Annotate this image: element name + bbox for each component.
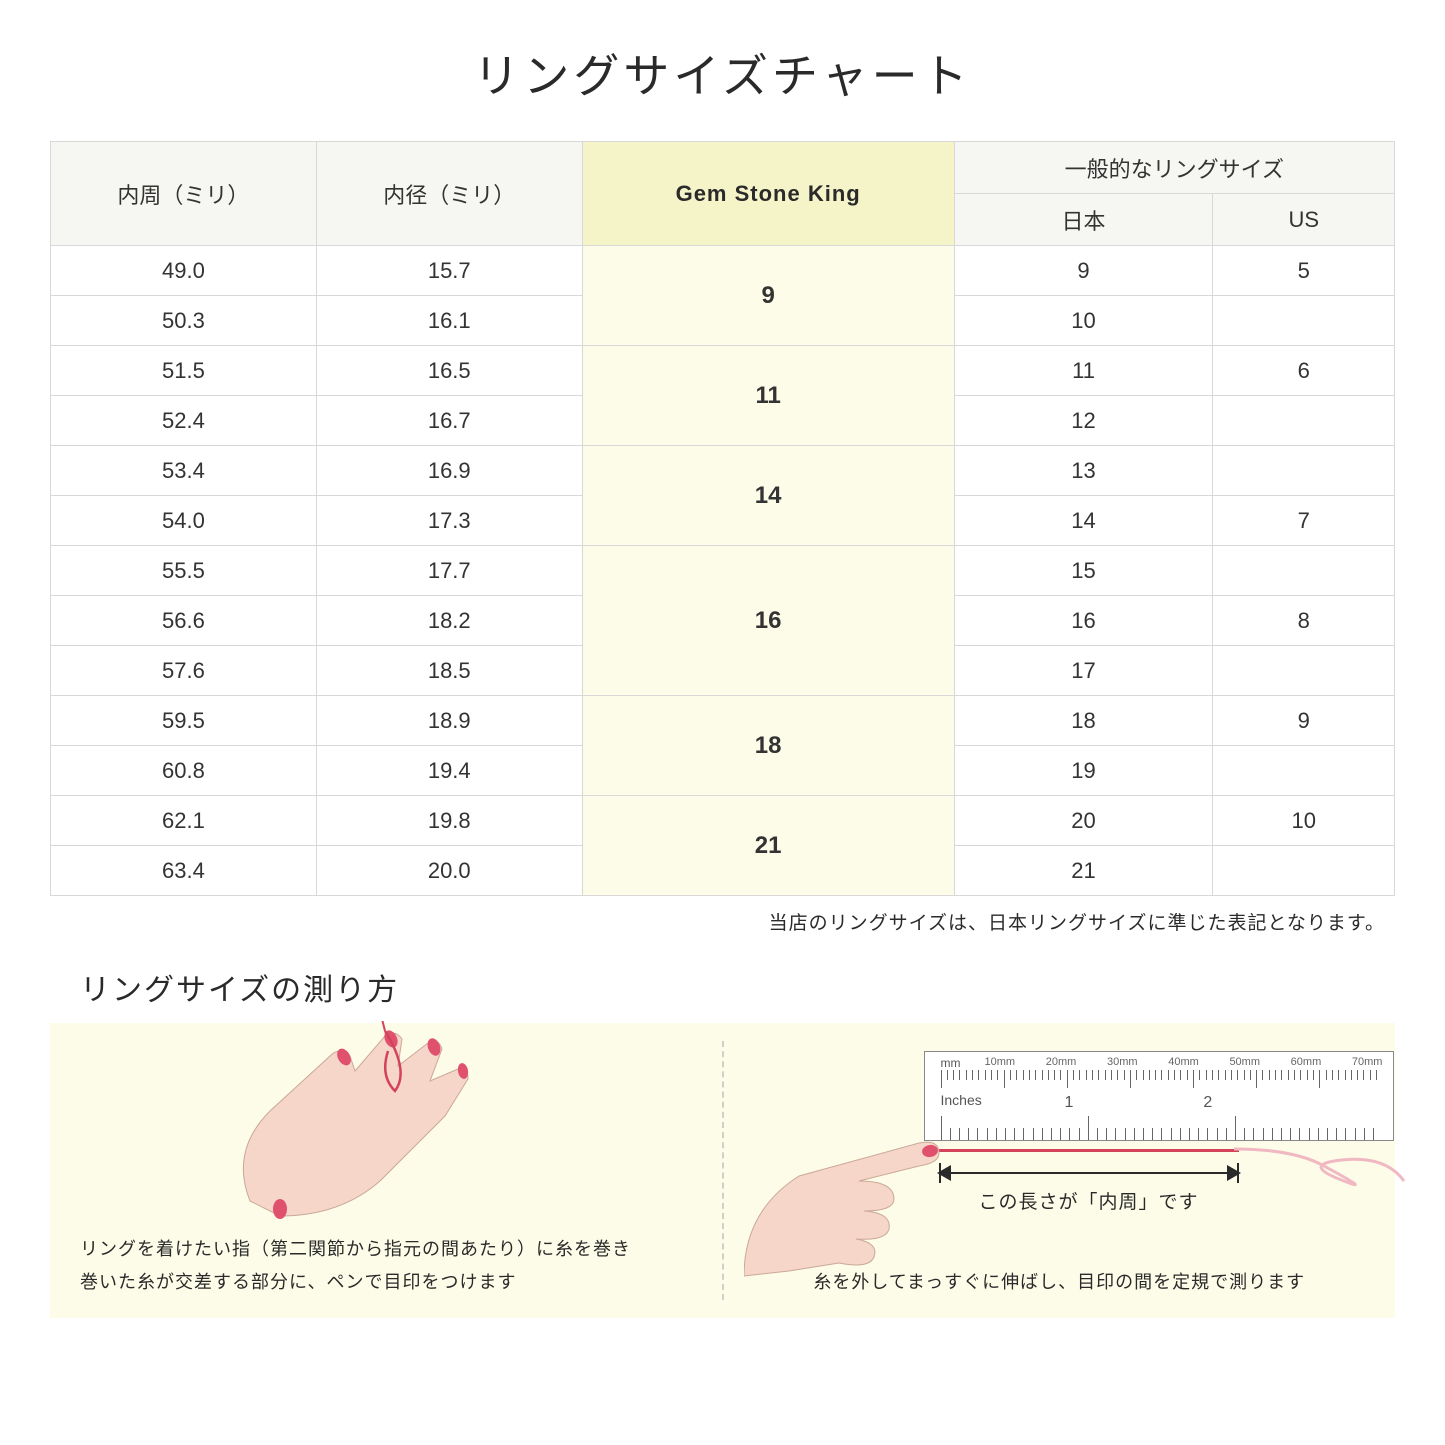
table-row: 55.517.71615 bbox=[51, 546, 1395, 596]
cell-circumference: 50.3 bbox=[51, 296, 317, 346]
cell-diameter: 19.4 bbox=[316, 746, 582, 796]
howto-panel: リングを着けたい指（第二関節から指元の間あたり）に糸を巻き 巻いた糸が交差する部… bbox=[50, 1023, 1395, 1318]
cell-jp: 19 bbox=[954, 746, 1213, 796]
thread-line bbox=[939, 1149, 1239, 1152]
howto-step-2: mm 10mm20mm30mm40mm50mm60mm70mm Inches 1… bbox=[724, 1023, 1396, 1318]
cell-jp: 11 bbox=[954, 346, 1213, 396]
cell-jp: 12 bbox=[954, 396, 1213, 446]
cell-us bbox=[1213, 396, 1395, 446]
cell-circumference: 60.8 bbox=[51, 746, 317, 796]
cell-jp: 15 bbox=[954, 546, 1213, 596]
thread-curl bbox=[1234, 1131, 1414, 1201]
cell-jp: 10 bbox=[954, 296, 1213, 346]
cell-jp: 18 bbox=[954, 696, 1213, 746]
cell-jp: 17 bbox=[954, 646, 1213, 696]
cell-circumference: 63.4 bbox=[51, 846, 317, 896]
measure-arrow bbox=[939, 1163, 1239, 1183]
cell-circumference: 52.4 bbox=[51, 396, 317, 446]
cell-diameter: 18.9 bbox=[316, 696, 582, 746]
step1-caption: リングを着けたい指（第二関節から指元の間あたり）に糸を巻き 巻いた糸が交差する部… bbox=[80, 1233, 692, 1298]
ruler-mm-mark: 30mm bbox=[1107, 1056, 1138, 1068]
cell-gsk: 18 bbox=[582, 696, 954, 796]
table-row: 49.015.7995 bbox=[51, 246, 1395, 296]
cell-circumference: 49.0 bbox=[51, 246, 317, 296]
step1-line1: リングを着けたい指（第二関節から指元の間あたり）に糸を巻き bbox=[80, 1233, 692, 1265]
table-row: 62.119.8212010 bbox=[51, 796, 1395, 846]
cell-gsk: 16 bbox=[582, 546, 954, 696]
ruler-mm-label: mm bbox=[941, 1056, 961, 1070]
cell-gsk: 21 bbox=[582, 796, 954, 896]
col-circumference: 内周（ミリ） bbox=[51, 142, 317, 246]
arrow-label: この長さが「内周」です bbox=[939, 1187, 1239, 1214]
size-chart-table: 内周（ミリ） 内径（ミリ） Gem Stone King 一般的なリングサイズ … bbox=[50, 141, 1395, 896]
cell-gsk: 9 bbox=[582, 246, 954, 346]
col-us: US bbox=[1213, 194, 1395, 246]
cell-diameter: 19.8 bbox=[316, 796, 582, 846]
cell-jp: 13 bbox=[954, 446, 1213, 496]
footnote: 当店のリングサイズは、日本リングサイズに準じた表記となります。 bbox=[50, 908, 1395, 935]
col-general: 一般的なリングサイズ bbox=[954, 142, 1394, 194]
cell-us bbox=[1213, 446, 1395, 496]
cell-circumference: 55.5 bbox=[51, 546, 317, 596]
cell-us bbox=[1213, 296, 1395, 346]
page-title: リングサイズチャート bbox=[50, 40, 1395, 106]
cell-gsk: 14 bbox=[582, 446, 954, 546]
hand-wrap-illustration bbox=[80, 1041, 692, 1233]
howto-title: リングサイズの測り方 bbox=[80, 965, 1395, 1009]
cell-diameter: 17.7 bbox=[316, 546, 582, 596]
ruler-mm-mark: 50mm bbox=[1229, 1056, 1260, 1068]
cell-circumference: 59.5 bbox=[51, 696, 317, 746]
pointing-hand bbox=[744, 1101, 964, 1281]
cell-us: 6 bbox=[1213, 346, 1395, 396]
cell-us bbox=[1213, 646, 1395, 696]
ruler-mm-mark: 40mm bbox=[1168, 1056, 1199, 1068]
cell-us bbox=[1213, 746, 1395, 796]
table-row: 51.516.511116 bbox=[51, 346, 1395, 396]
cell-circumference: 57.6 bbox=[51, 646, 317, 696]
cell-diameter: 16.9 bbox=[316, 446, 582, 496]
howto-step-1: リングを着けたい指（第二関節から指元の間あたり）に糸を巻き 巻いた糸が交差する部… bbox=[50, 1023, 722, 1318]
cell-us bbox=[1213, 546, 1395, 596]
col-gsk: Gem Stone King bbox=[582, 142, 954, 246]
table-row: 53.416.91413 bbox=[51, 446, 1395, 496]
cell-us: 5 bbox=[1213, 246, 1395, 296]
cell-diameter: 18.2 bbox=[316, 596, 582, 646]
step1-line2: 巻いた糸が交差する部分に、ペンで目印をつけます bbox=[80, 1266, 692, 1298]
cell-circumference: 54.0 bbox=[51, 496, 317, 546]
cell-jp: 21 bbox=[954, 846, 1213, 896]
ruler-mm-mark: 20mm bbox=[1046, 1056, 1077, 1068]
cell-circumference: 56.6 bbox=[51, 596, 317, 646]
ruler-mm-mark: 70mm bbox=[1352, 1056, 1383, 1068]
cell-circumference: 53.4 bbox=[51, 446, 317, 496]
cell-gsk: 11 bbox=[582, 346, 954, 446]
col-diameter: 内径（ミリ） bbox=[316, 142, 582, 246]
cell-diameter: 20.0 bbox=[316, 846, 582, 896]
cell-diameter: 17.3 bbox=[316, 496, 582, 546]
cell-us: 7 bbox=[1213, 496, 1395, 546]
cell-circumference: 62.1 bbox=[51, 796, 317, 846]
cell-jp: 9 bbox=[954, 246, 1213, 296]
ruler-mm-mark: 10mm bbox=[985, 1056, 1016, 1068]
cell-diameter: 16.7 bbox=[316, 396, 582, 446]
table-row: 59.518.918189 bbox=[51, 696, 1395, 746]
cell-diameter: 15.7 bbox=[316, 246, 582, 296]
cell-us: 10 bbox=[1213, 796, 1395, 846]
col-jp: 日本 bbox=[954, 194, 1213, 246]
cell-us: 9 bbox=[1213, 696, 1395, 746]
cell-us: 8 bbox=[1213, 596, 1395, 646]
cell-diameter: 18.5 bbox=[316, 646, 582, 696]
ruler-illustration: mm 10mm20mm30mm40mm50mm60mm70mm Inches 1… bbox=[754, 1041, 1366, 1266]
cell-jp: 16 bbox=[954, 596, 1213, 646]
cell-diameter: 16.5 bbox=[316, 346, 582, 396]
cell-jp: 14 bbox=[954, 496, 1213, 546]
cell-us bbox=[1213, 846, 1395, 896]
cell-jp: 20 bbox=[954, 796, 1213, 846]
ruler-mm-mark: 60mm bbox=[1291, 1056, 1322, 1068]
cell-circumference: 51.5 bbox=[51, 346, 317, 396]
ruler: mm 10mm20mm30mm40mm50mm60mm70mm Inches 1… bbox=[924, 1051, 1394, 1141]
cell-diameter: 16.1 bbox=[316, 296, 582, 346]
